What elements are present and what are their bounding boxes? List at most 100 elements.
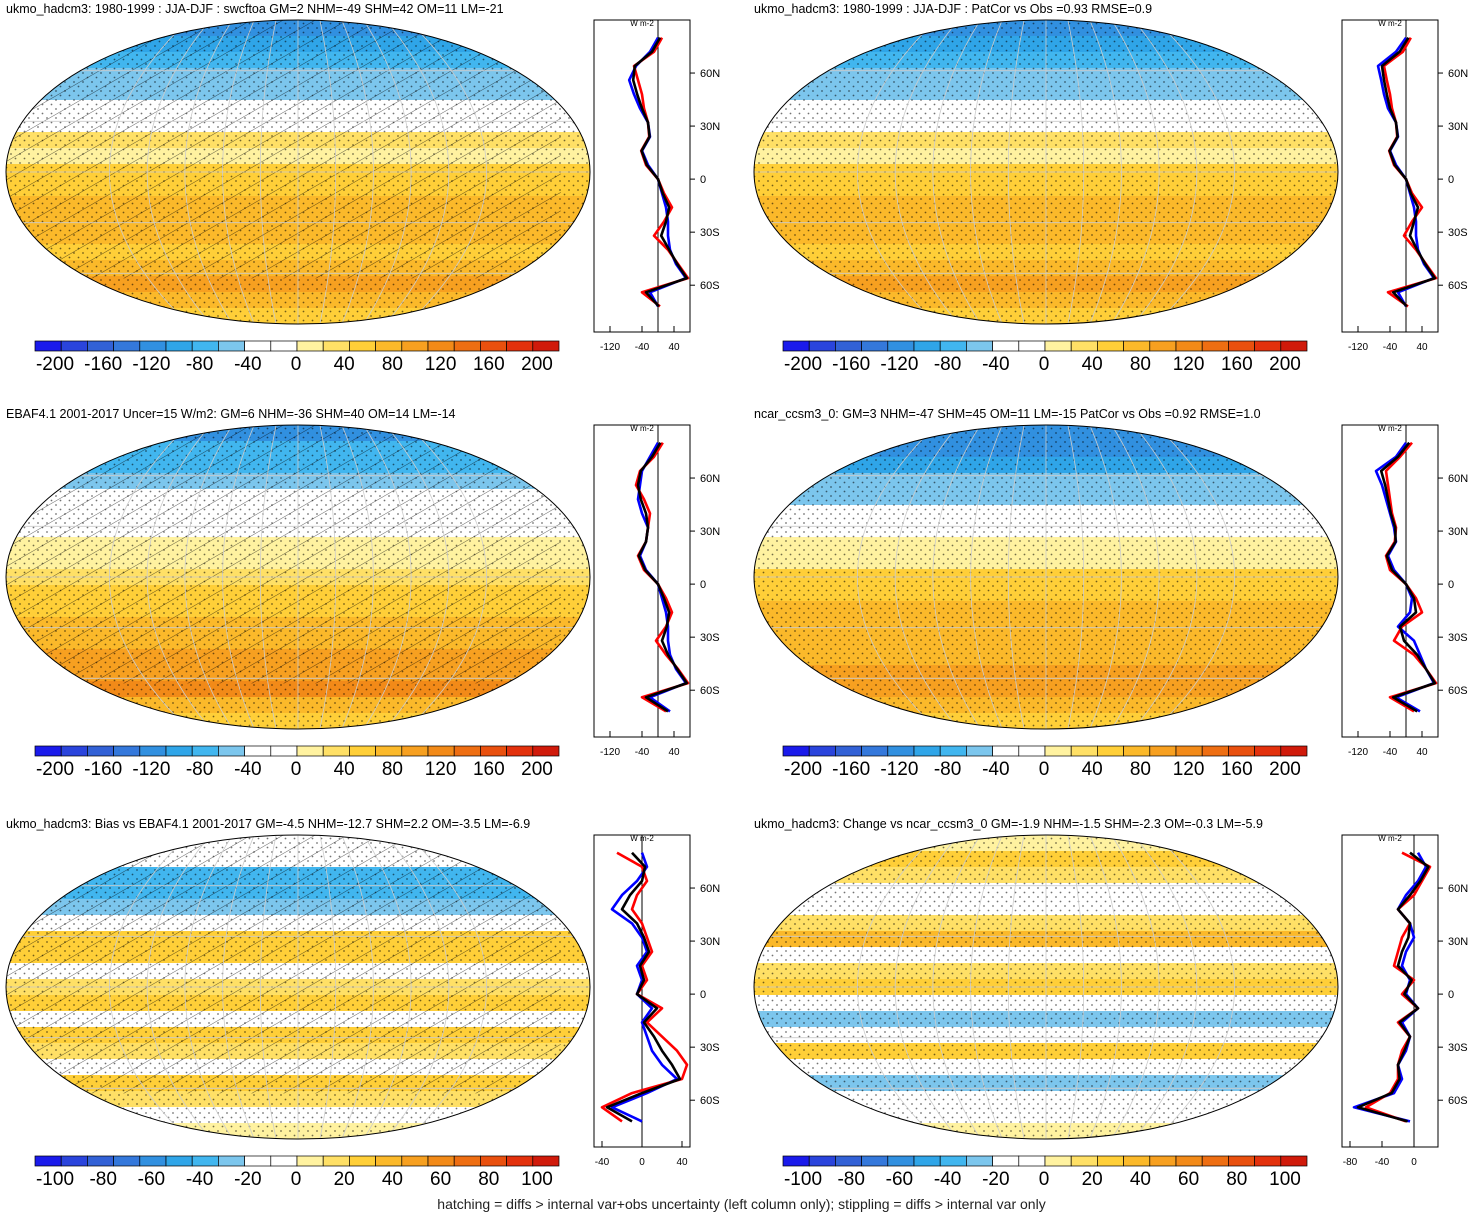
colorbar-tick-label: 40 <box>1129 1169 1151 1190</box>
colorbar-swatch <box>808 1155 836 1167</box>
colorbar-tick-label: -40 <box>185 1169 214 1190</box>
colorbar-swatch <box>401 745 429 757</box>
colorbar-tick-label: -120 <box>132 759 171 780</box>
map-panel <box>753 19 1339 325</box>
lat-label: 0 <box>700 579 706 591</box>
colorbar-swatch <box>861 1155 889 1167</box>
colorbar-tick-label: 120 <box>424 354 457 375</box>
colorbar-tick-label: -160 <box>832 354 871 375</box>
colorbar-swatch <box>87 745 114 757</box>
graticule <box>754 20 1338 324</box>
lat-label: 60S <box>700 685 720 697</box>
lat-label: 60N <box>1448 883 1468 895</box>
graticule <box>6 20 590 324</box>
colorbar-swatch <box>34 340 62 352</box>
colorbar-swatch <box>349 340 376 352</box>
colorbar-tick-label: -80 <box>837 1169 865 1190</box>
map-panel <box>753 834 1339 1140</box>
colorbar-swatch <box>270 745 298 757</box>
colorbar-swatch <box>782 745 810 757</box>
colorbar-swatch <box>1201 340 1229 352</box>
colorbar-swatch <box>1228 340 1255 352</box>
colorbar-tick-label: 60 <box>1178 1169 1200 1190</box>
x-tick-label: -40 <box>1383 342 1398 353</box>
colorbar-tick-label: 120 <box>1172 759 1205 780</box>
x-tick-label: 40 <box>668 747 680 758</box>
colorbar-swatch <box>782 340 810 352</box>
lat-label: 60S <box>1448 685 1468 697</box>
colorbar-swatch <box>782 1155 810 1167</box>
colorbar-swatch <box>835 745 862 757</box>
colorbar-tick-label: -200 <box>783 354 823 375</box>
colorbar-swatch <box>1018 340 1046 352</box>
x-tick-label: 0 <box>639 1157 645 1168</box>
hatching <box>6 835 561 1094</box>
graticule <box>754 425 1338 729</box>
lat-label: 30S <box>1448 1042 1468 1054</box>
lat-label: 0 <box>1448 579 1454 591</box>
lat-label: 60N <box>1448 473 1468 485</box>
colorbar-swatch <box>244 745 272 757</box>
colorbar-swatch <box>87 1155 114 1167</box>
x-tick-label: -40 <box>635 747 650 758</box>
colorbar-tick-label: -40 <box>982 759 1010 780</box>
colorbar-swatch <box>139 1155 167 1167</box>
hatching <box>6 425 561 684</box>
zonal-series-mean <box>1380 37 1437 308</box>
colorbar-swatch <box>322 340 350 352</box>
colorbar <box>782 1155 1308 1167</box>
colorbar <box>34 745 560 757</box>
lat-label: 60S <box>700 1095 720 1107</box>
colorbar-swatch <box>939 1155 967 1167</box>
zonal-series-mean <box>1379 441 1437 713</box>
colorbar-swatch <box>1280 340 1308 352</box>
colorbar-swatch <box>1044 745 1072 757</box>
colorbar-tick-label: 20 <box>333 1169 355 1190</box>
colorbar-swatch <box>87 340 114 352</box>
map-panel <box>5 424 591 730</box>
colorbar-tick-label: 60 <box>430 1169 452 1190</box>
colorbar-tick-label: -80 <box>933 759 962 780</box>
colorbar-swatch <box>966 1155 993 1167</box>
colorbar-swatch <box>401 340 429 352</box>
zonal-frame <box>1341 834 1439 1148</box>
colorbar <box>782 745 1308 757</box>
colorbar-swatch <box>165 1155 193 1167</box>
colorbar-swatch <box>453 1155 481 1167</box>
x-tick-label: 40 <box>1416 747 1428 758</box>
colorbar-swatch <box>244 340 272 352</box>
x-tick-label: -120 <box>1348 342 1368 353</box>
x-tick-label: 40 <box>668 342 680 353</box>
colorbar-tick-label: -40 <box>982 354 1010 375</box>
colorbar-swatch <box>1201 1155 1229 1167</box>
colorbar-swatch <box>992 745 1020 757</box>
lat-label: 0 <box>1448 174 1454 186</box>
map-outline <box>753 834 1339 1140</box>
colorbar-swatch <box>506 745 534 757</box>
lat-label: 30S <box>700 227 720 239</box>
colorbar-swatch <box>835 340 862 352</box>
colorbar-swatch <box>992 340 1020 352</box>
colorbar-swatch <box>1149 745 1177 757</box>
colorbar-swatch <box>218 745 245 757</box>
colorbar-tick-label: -120 <box>880 759 919 780</box>
colorbar-tick-label: 0 <box>1038 354 1050 375</box>
colorbar-tick-label: 40 <box>333 759 355 780</box>
colorbar-tick-label: 0 <box>1038 1169 1050 1190</box>
colorbar-swatch <box>480 1155 507 1167</box>
colorbar-tick-label: 80 <box>381 354 403 375</box>
colorbar-swatch <box>887 340 915 352</box>
zonal-mean-plot: W m-2 60N 30N 0 30S 60S -80 -40 0 <box>1341 834 1468 1168</box>
colorbar-swatch <box>218 340 245 352</box>
colorbar-tick-label: -60 <box>137 1169 166 1190</box>
colorbar-swatch <box>165 340 193 352</box>
colorbar-swatch <box>401 1155 429 1167</box>
colorbar-tick-label: -120 <box>880 354 919 375</box>
colorbar-swatch <box>139 745 167 757</box>
colorbar-swatch <box>1097 340 1124 352</box>
colorbar-tick-label: 0 <box>290 354 302 375</box>
lat-label: 60S <box>700 280 720 292</box>
colorbar-tick-label: 20 <box>1081 1169 1103 1190</box>
colorbar <box>34 340 560 352</box>
colorbar-tick-label: -80 <box>185 759 214 780</box>
